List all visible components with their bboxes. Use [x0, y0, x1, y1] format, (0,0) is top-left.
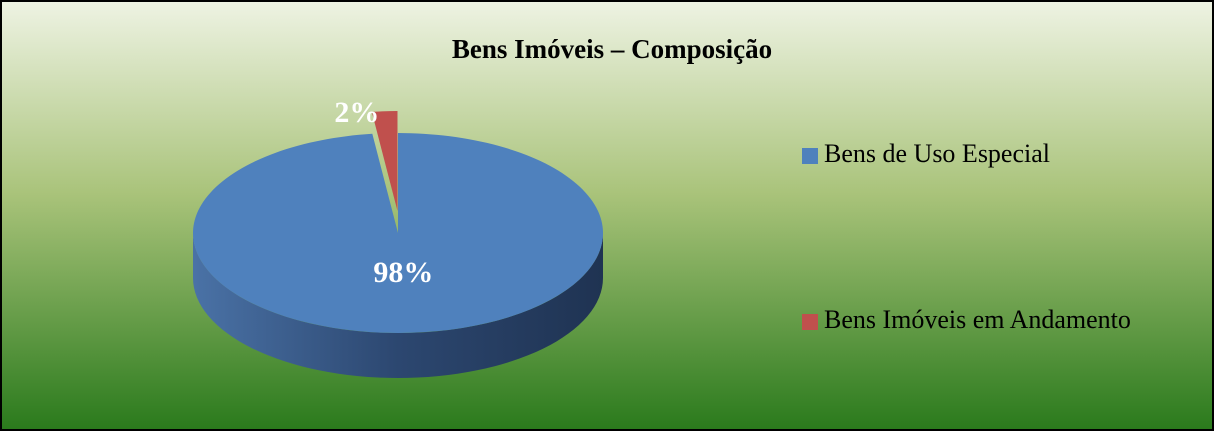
slice — [193, 133, 603, 333]
legend-swatch — [802, 148, 818, 164]
slice-wall — [193, 233, 603, 378]
legend-label: Bens Imóveis em Andamento — [824, 305, 1131, 334]
legend-swatch — [802, 314, 818, 330]
slice — [371, 111, 398, 212]
data-label: 98% — [373, 256, 433, 289]
legend-label: Bens de Uso Especial — [824, 139, 1050, 168]
data-label: 2% — [334, 96, 379, 129]
chart-title: Bens Imóveis – Composição — [452, 34, 772, 64]
